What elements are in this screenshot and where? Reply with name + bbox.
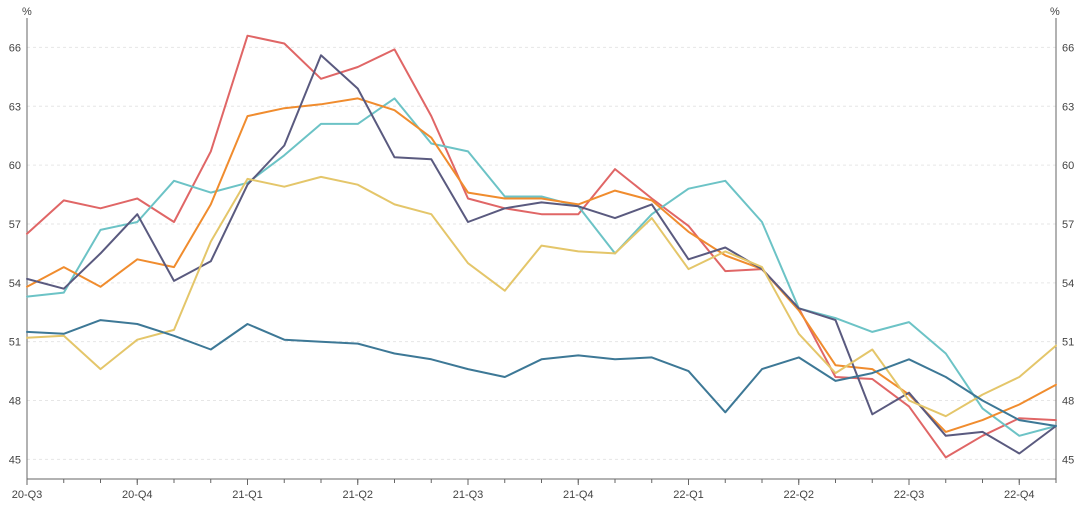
y-tick-label-right: 60 (1062, 160, 1074, 172)
series-line-1 (26, 34, 1057, 459)
x-tick-label: 20-Q3 (12, 489, 43, 501)
x-tick-label: 21-Q2 (342, 489, 373, 501)
y-tick-label-right: 54 (1062, 278, 1074, 290)
y-tick-label-right: 66 (1062, 42, 1074, 54)
y-tick-label-left: 66 (9, 42, 21, 54)
series-lines (26, 34, 1057, 459)
axes: 45 45 48 48 51 51 54 54 57 57 60 60 63 63 66 66 20-Q3 20-… (9, 18, 1074, 501)
x-tick-label: 21-Q4 (563, 489, 594, 501)
series-line-6 (26, 319, 1057, 427)
y-tick-label-right: 63 (1062, 101, 1074, 113)
x-tick-label: 20-Q4 (122, 489, 153, 501)
series-line-5 (26, 175, 1057, 418)
y-tick-label-right: 45 (1062, 454, 1074, 466)
series-line-2 (26, 97, 1057, 437)
y-axis-unit-left: % (22, 6, 32, 18)
y-tick-label-left: 48 (9, 396, 21, 408)
x-tick-label: 22-Q3 (894, 489, 925, 501)
y-tick-label-left: 60 (9, 160, 21, 172)
x-tick-label: 22-Q1 (673, 489, 704, 501)
x-tick-label: 21-Q3 (453, 489, 484, 501)
series-line-4 (26, 54, 1057, 455)
y-tick-label-right: 51 (1062, 337, 1074, 349)
y-tick-label-left: 45 (9, 454, 21, 466)
x-tick-label: 22-Q4 (1004, 489, 1035, 501)
y-tick-label-left: 57 (9, 219, 21, 231)
x-tick-label: 22-Q2 (783, 489, 814, 501)
x-tick-label: 21-Q1 (232, 489, 263, 501)
y-axis-unit-right: % (1050, 6, 1060, 18)
y-tick-label-left: 54 (9, 278, 21, 290)
y-tick-label-left: 51 (9, 337, 21, 349)
y-tick-label-right: 48 (1062, 396, 1074, 408)
y-tick-label-right: 57 (1062, 219, 1074, 231)
series-line-3 (26, 97, 1057, 433)
y-tick-label-left: 63 (9, 101, 21, 113)
